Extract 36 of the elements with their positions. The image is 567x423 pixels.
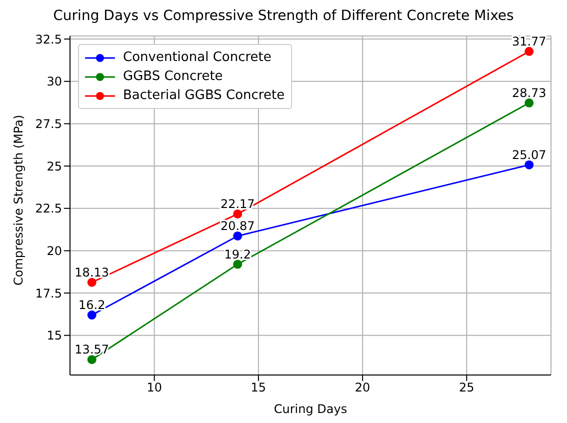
y-tick-label: 20 xyxy=(46,244,62,258)
point xyxy=(524,160,534,170)
point xyxy=(524,98,534,108)
y-tick-label: 22.5 xyxy=(35,202,62,216)
y-axis-title: Compressive Strength (MPa) xyxy=(11,114,26,286)
y-tick-label: 32.5 xyxy=(35,32,62,46)
point xyxy=(233,260,242,269)
x-tick-label: 20 xyxy=(354,380,370,395)
x-axis-title: Curing Days xyxy=(274,402,348,416)
point xyxy=(233,209,242,218)
x-tick-label: 10 xyxy=(146,380,162,395)
data-label: 16.2 xyxy=(78,298,106,312)
y-tick-label: 15 xyxy=(46,328,62,343)
legend-label: Bacterial GGBS Concrete xyxy=(123,87,285,105)
data-label: 13.57 xyxy=(74,342,110,357)
x-tick-label: 25 xyxy=(459,380,474,395)
data-label: 25.07 xyxy=(512,148,546,162)
y-tick-label: 27.5 xyxy=(35,116,62,131)
point xyxy=(87,310,96,320)
point xyxy=(87,355,96,364)
data-label: 18.13 xyxy=(74,265,110,280)
data-label: 19.2 xyxy=(224,247,251,262)
data-label: 28.73 xyxy=(512,86,546,100)
chart-title: Curing Days vs Compressive Strength of Different Concrete Mixes xyxy=(52,8,515,26)
y-tick-label: 25 xyxy=(46,159,62,174)
data-label: 22.17 xyxy=(220,196,255,211)
data-label: 31.77 xyxy=(512,34,546,48)
data-label: 20.87 xyxy=(220,218,255,233)
point xyxy=(87,278,96,287)
y-tick-label: 30 xyxy=(46,74,62,89)
point xyxy=(524,46,534,56)
legend-label: Conventional Concrete xyxy=(123,49,272,67)
y-tick-label: 17.5 xyxy=(35,286,62,300)
point xyxy=(233,231,242,240)
legend-label: GGBS Concrete xyxy=(123,68,223,86)
x-tick-label: 15 xyxy=(250,380,266,395)
